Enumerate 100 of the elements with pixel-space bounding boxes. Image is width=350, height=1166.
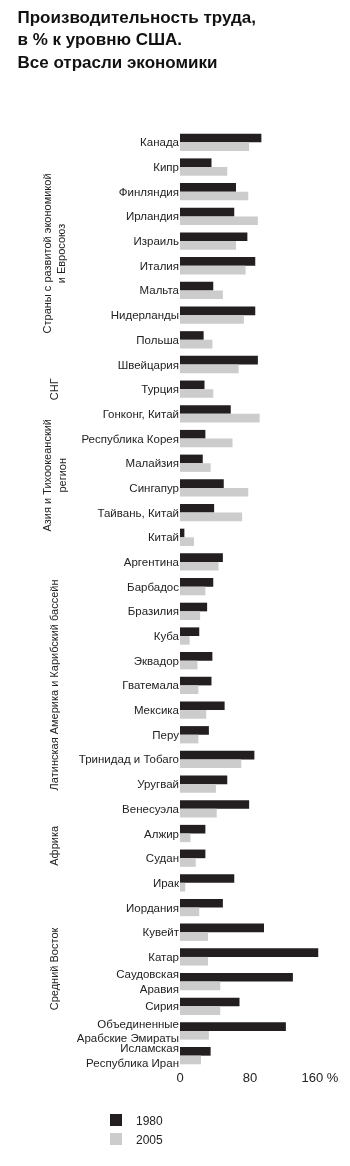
bar (180, 710, 207, 719)
bar (180, 1006, 221, 1015)
bar (180, 1030, 209, 1040)
text: СНГ (47, 378, 60, 401)
text: Азия и Тихоокеанский регион (41, 419, 68, 532)
bar (180, 306, 256, 316)
bar (180, 775, 228, 785)
bar (180, 290, 223, 300)
bar (180, 389, 214, 398)
y-tick-label: Финляндия (118, 185, 179, 198)
bar (180, 364, 239, 374)
bar (180, 660, 198, 670)
bar (180, 898, 223, 908)
y-tick-label: Куба (153, 630, 180, 643)
bar (180, 454, 203, 464)
bar (180, 586, 206, 596)
y-tick-label: Иордания (126, 901, 179, 914)
bar (180, 627, 200, 637)
y-tick-label: Италия (139, 259, 179, 272)
bar (180, 800, 250, 809)
bar (180, 241, 236, 250)
y-tick-label: Швейцария (117, 358, 179, 371)
bar (180, 849, 206, 859)
bar (180, 463, 211, 472)
bar (180, 907, 200, 917)
y-tick-label: Кипр (153, 161, 179, 174)
bar (180, 636, 190, 645)
bar (180, 1055, 201, 1065)
bar (180, 997, 240, 1007)
y-tick-label: Катар (148, 950, 179, 963)
y-tick-label: Мексика (133, 704, 180, 717)
y-tick-label: Канада (140, 136, 180, 149)
y-tick-label: Эквадор (133, 654, 179, 667)
bar (180, 191, 249, 201)
bar (180, 331, 204, 340)
y-tick-label: Уругвай (137, 778, 179, 791)
bar (180, 734, 199, 744)
bar (180, 652, 213, 661)
y-tick-label: Турция (141, 383, 179, 396)
y-tick-label: Судан (145, 852, 179, 865)
y-tick-label: Перу (152, 728, 180, 741)
bar (180, 133, 262, 143)
bar (180, 265, 246, 275)
bar (180, 824, 206, 834)
chart-title: Производительность труда, в % к уровню США. Все отрасли экономики (17, 8, 256, 72)
y-tick-label: Мальта (139, 284, 180, 297)
bar (180, 1047, 211, 1056)
bar (180, 512, 243, 522)
y-tick-label: Саудовская Аравия (116, 968, 179, 996)
bar (180, 183, 236, 192)
y-tick-label: Сингапур (129, 481, 179, 494)
bar (180, 956, 208, 966)
bar (180, 503, 215, 513)
bar (180, 207, 235, 217)
bar (180, 750, 255, 760)
bar (180, 602, 208, 612)
x-tick-label: 80 (242, 1070, 258, 1085)
bar (180, 281, 214, 291)
bar (180, 158, 212, 168)
y-tick-label: Ирландия (125, 210, 179, 223)
bar (180, 759, 242, 769)
bar (180, 1022, 286, 1031)
y-tick-label: Гонконг, Китай (102, 407, 179, 420)
bar (180, 257, 256, 266)
y-tick-label: Польша (136, 333, 180, 346)
bar (180, 479, 224, 488)
y-tick-label: Сирия (145, 1000, 179, 1013)
bar (180, 380, 205, 390)
text: Африка (48, 825, 61, 866)
y-tick-label: Кувейт (142, 926, 180, 939)
y-tick-label: Аргентина (123, 555, 180, 568)
y-tick-label: Китай (147, 531, 179, 544)
bar (180, 537, 194, 546)
bar (180, 808, 217, 818)
text: Латинская Америка и Карибский бассейн (47, 579, 60, 791)
bar (180, 413, 260, 423)
bar (180, 874, 235, 883)
x-tick-label: 160 % (301, 1070, 339, 1085)
y-tick-label: Тринидад и Тобаго (78, 753, 179, 766)
bar (180, 784, 216, 793)
bar (180, 315, 244, 324)
text: Страны с развитой экономикой и Евросоюз (40, 173, 67, 334)
y-tick-label: Алжир (144, 827, 179, 840)
bar (180, 981, 221, 991)
legend-label: 1980 (136, 1113, 164, 1128)
bar (180, 216, 258, 226)
bar (180, 553, 223, 562)
y-tick-label: Республика Корея (81, 432, 179, 445)
bar (180, 923, 264, 933)
y-tick-label: Бразилия (127, 605, 179, 618)
legend-label: 2005 (136, 1132, 164, 1147)
bar (180, 561, 219, 571)
bar (180, 438, 233, 448)
bar (180, 578, 214, 587)
bar (180, 232, 248, 242)
bar (180, 726, 209, 735)
y-tick-label: Объединенные Арабские Эмираты (76, 1017, 179, 1045)
y-tick-label: Гватемала (122, 679, 180, 692)
y-tick-label: Израиль (133, 235, 179, 248)
bar (180, 833, 191, 843)
